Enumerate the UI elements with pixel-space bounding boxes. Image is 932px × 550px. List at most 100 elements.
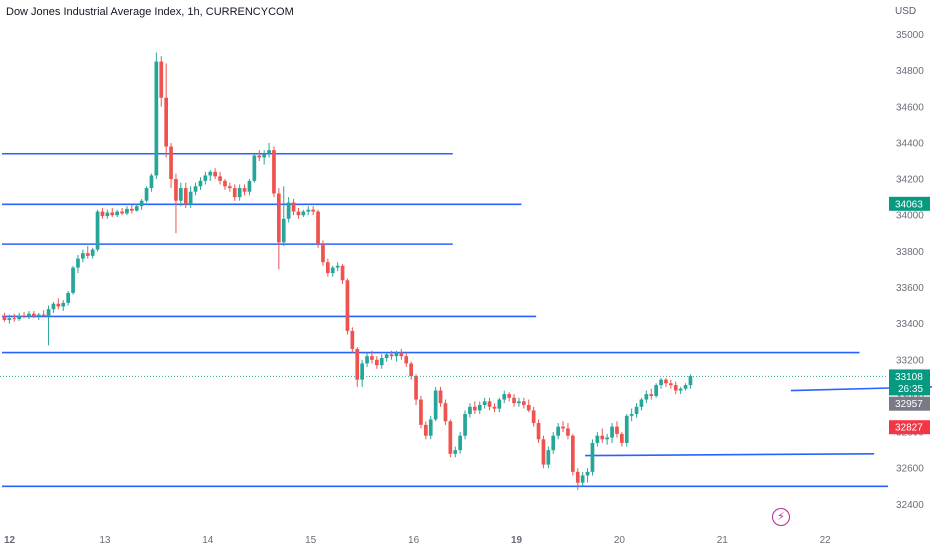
candle xyxy=(130,204,134,214)
candle-body xyxy=(237,188,242,198)
candle xyxy=(448,419,453,458)
price-tag-bg xyxy=(889,420,930,435)
candle xyxy=(610,423,614,443)
y-tick-label: 32600 xyxy=(896,464,924,475)
candle-body xyxy=(232,188,237,198)
candle xyxy=(22,311,26,319)
candle xyxy=(629,408,634,422)
time-axis[interactable]: 12 13 14 15 16 19 20 21 22 xyxy=(4,535,831,546)
candle-body xyxy=(188,191,193,205)
candle xyxy=(375,356,379,369)
candle xyxy=(7,314,12,324)
candle-body xyxy=(208,171,213,176)
candle-body xyxy=(228,186,232,189)
candle xyxy=(600,428,605,443)
candle xyxy=(81,249,85,263)
candle-body xyxy=(76,258,80,268)
candle-body xyxy=(634,406,639,415)
candle xyxy=(232,184,237,201)
candle-body xyxy=(110,212,115,216)
candle-body xyxy=(502,394,507,400)
x-tick-label: 14 xyxy=(202,535,214,546)
candle-body xyxy=(664,379,668,384)
lightning-icon[interactable]: ⚡ xyxy=(772,508,790,526)
candle xyxy=(379,354,384,369)
candle-body xyxy=(267,150,271,154)
candle xyxy=(277,188,281,270)
candle-body xyxy=(316,211,320,245)
candle xyxy=(620,432,624,447)
candle xyxy=(330,265,335,277)
candle xyxy=(566,423,570,440)
candle xyxy=(414,374,418,405)
candle-body xyxy=(424,424,428,436)
candle-body xyxy=(350,330,355,349)
candle-body xyxy=(492,406,497,409)
candle-body xyxy=(370,356,374,360)
candle xyxy=(541,435,546,469)
candle-body xyxy=(419,399,423,425)
candle-body xyxy=(649,394,654,396)
candle xyxy=(237,184,242,201)
candle-body xyxy=(203,175,208,181)
y-tick-label: 34000 xyxy=(896,211,924,222)
candle-body xyxy=(365,356,369,364)
candle xyxy=(61,300,66,311)
candle-body xyxy=(639,399,644,407)
candle xyxy=(100,207,105,219)
price-tag-bg xyxy=(889,196,930,211)
candle-body xyxy=(95,211,100,250)
candle xyxy=(306,206,311,216)
candle xyxy=(659,377,663,389)
candle-body xyxy=(463,414,467,436)
candle-body xyxy=(22,315,26,317)
y-tick-label: 35000 xyxy=(896,30,924,41)
candle-body xyxy=(556,426,560,436)
candle-body xyxy=(247,180,252,192)
candle-body xyxy=(473,406,477,411)
candle-body xyxy=(428,419,433,436)
price-axis[interactable]: 3240032600328003300033200334003360033800… xyxy=(896,30,924,511)
candle-body xyxy=(262,153,266,158)
candle-body xyxy=(311,209,315,212)
candle-body xyxy=(414,376,418,400)
candle-body xyxy=(453,450,458,454)
candle xyxy=(115,209,119,218)
candle-body xyxy=(252,155,257,181)
candle-body xyxy=(394,352,399,357)
candle xyxy=(326,258,330,277)
candle xyxy=(56,298,61,310)
candle-body xyxy=(458,435,462,451)
y-tick-label: 34400 xyxy=(896,138,924,149)
candle xyxy=(507,392,511,402)
candle xyxy=(561,421,565,433)
y-tick-label: 33400 xyxy=(896,319,924,330)
candle xyxy=(125,206,129,216)
price-tag-bg xyxy=(889,396,930,411)
candle-body xyxy=(673,385,678,391)
candle xyxy=(291,198,296,216)
candle-body xyxy=(669,383,673,386)
candle xyxy=(669,379,673,389)
x-tick-label: 21 xyxy=(717,535,729,546)
candle-body xyxy=(301,211,306,216)
candle-body xyxy=(468,406,472,415)
price-tag-countdown: 26:35 xyxy=(898,384,923,395)
horizontal-levels[interactable] xyxy=(2,152,932,488)
candle xyxy=(76,254,80,274)
price-tag: 34063 xyxy=(889,196,930,211)
candle xyxy=(404,352,409,368)
candle xyxy=(497,397,502,413)
candle-body xyxy=(443,403,448,422)
candle xyxy=(12,313,17,322)
candle xyxy=(286,197,291,223)
candle xyxy=(585,468,590,483)
candle xyxy=(51,301,56,313)
candle xyxy=(424,421,428,440)
price-tag: 32957 xyxy=(889,396,930,411)
candle-body xyxy=(340,265,345,281)
candle xyxy=(90,247,95,259)
